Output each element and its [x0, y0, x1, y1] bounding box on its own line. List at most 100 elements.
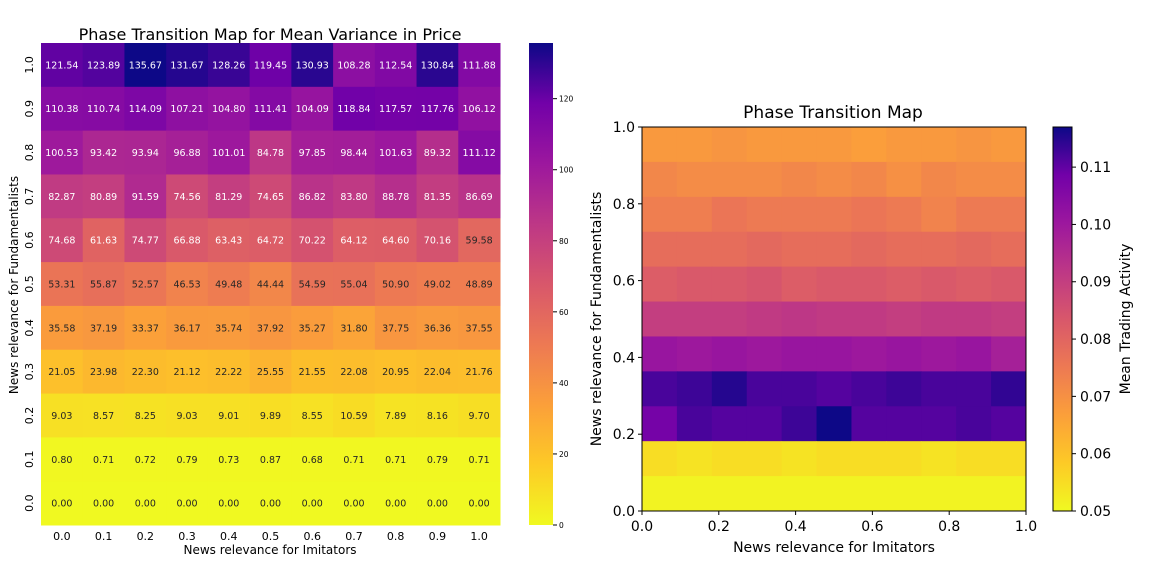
heatmap-cell — [642, 441, 678, 477]
heatmap-cell — [781, 406, 818, 442]
heatmap-cell — [207, 218, 251, 263]
heatmap-cell — [166, 393, 209, 438]
cell-value-label: 21.05 — [48, 367, 75, 378]
cell-value-label: 81.35 — [424, 192, 451, 203]
y-tick-label: 0.2 — [613, 427, 635, 443]
heatmap-cell — [886, 371, 922, 407]
heatmap-cell — [711, 231, 748, 268]
colorbar-tick-label: 0.10 — [1080, 217, 1111, 233]
heatmap-cell — [249, 481, 292, 526]
heatmap-cell — [921, 301, 957, 337]
heatmap-cell — [458, 130, 501, 175]
cell-value-label: 114.09 — [129, 104, 162, 115]
right-colorbar — [1052, 126, 1073, 512]
cell-value-label: 128.26 — [212, 60, 245, 71]
left-x-axis-label: News relevance for Imitators — [183, 543, 356, 557]
heatmap-cell — [207, 393, 251, 438]
heatmap-cell — [249, 43, 292, 88]
heatmap-cell — [991, 336, 1027, 372]
cell-value-label: 55.87 — [90, 280, 117, 291]
cell-value-label: 86.69 — [466, 192, 493, 203]
cell-value-label: 9.01 — [218, 411, 239, 422]
y-tick-label: 0.3 — [23, 363, 36, 381]
y-tick-label: 0.4 — [613, 350, 635, 366]
heatmap-cell — [956, 476, 992, 512]
right-y-ticks: 0.0 0.2 0.4 0.6 0.8 1.0 — [613, 120, 642, 520]
cell-value-label: 108.28 — [337, 60, 370, 71]
heatmap-cell — [291, 437, 334, 482]
cell-value-label: 21.55 — [299, 367, 326, 378]
heatmap-cell — [124, 437, 167, 482]
heatmap-cell — [886, 196, 922, 233]
heatmap-cell — [816, 441, 852, 477]
heatmap-cell — [676, 476, 713, 512]
left-chart-title: Phase Transition Map for Mean Variance i… — [79, 25, 462, 44]
x-tick-label: 0.6 — [303, 530, 321, 543]
cell-value-label: 84.78 — [257, 148, 284, 159]
heatmap-cell — [816, 196, 852, 233]
colorbar-tick-label: 0.06 — [1080, 447, 1111, 463]
heatmap-cell — [333, 481, 376, 526]
heatmap-cell — [642, 161, 678, 198]
heatmap-cell — [41, 305, 84, 351]
y-tick-label: 0.0 — [23, 494, 36, 512]
heatmap-cell — [746, 301, 783, 337]
cell-value-label: 0.79 — [427, 455, 448, 466]
cell-value-label: 111.41 — [254, 104, 287, 115]
heatmap-cell — [458, 262, 501, 307]
heatmap-cell — [291, 86, 334, 132]
heatmap-cell — [886, 406, 922, 442]
heatmap-cell — [333, 262, 376, 307]
heatmap-cell — [711, 301, 748, 337]
heatmap-cell — [886, 266, 922, 303]
heatmap-cell — [642, 196, 678, 233]
heatmap-cell — [124, 305, 167, 351]
cell-value-label: 123.89 — [87, 60, 120, 71]
heatmap-cell — [991, 231, 1027, 268]
heatmap-cell — [166, 349, 209, 395]
heatmap-cell — [781, 301, 818, 337]
heatmap-cell — [458, 481, 501, 526]
heatmap-cell — [82, 43, 125, 88]
heatmap-cell — [374, 349, 418, 395]
heatmap-cell — [676, 441, 713, 477]
cell-value-label: 111.12 — [463, 148, 496, 159]
heatmap-cell — [416, 437, 459, 482]
heatmap-cell — [711, 127, 748, 163]
heatmap-cell — [416, 393, 459, 438]
heatmap-cell — [676, 266, 713, 303]
heatmap-cell — [781, 161, 818, 198]
left-x-tick-labels: 0.0 0.1 0.2 0.3 0.4 0.5 0.6 0.7 0.8 0.9 1.0 — [53, 530, 488, 543]
heatmap-cell — [781, 476, 818, 512]
x-tick-label: 0.8 — [387, 530, 405, 543]
heatmap-cell — [82, 218, 125, 263]
heatmap-cell — [207, 86, 251, 132]
heatmap-cell — [642, 406, 678, 442]
heatmap-cell — [291, 130, 334, 175]
heatmap-cell — [333, 86, 376, 132]
heatmap-cell — [166, 437, 209, 482]
cell-value-label: 9.03 — [176, 411, 197, 422]
heatmap-cell — [711, 336, 748, 372]
heatmap-cell — [166, 262, 209, 307]
heatmap-cell — [851, 266, 887, 303]
heatmap-cell — [991, 196, 1027, 233]
heatmap-cell — [249, 130, 292, 175]
heatmap-cell — [41, 218, 84, 263]
heatmap-cell — [921, 127, 957, 163]
y-tick-label: 0.6 — [23, 231, 36, 249]
right-colorbar-ticks: 0.05 0.06 0.07 0.08 0.09 0.10 0.11 — [1072, 160, 1111, 520]
heatmap-cell — [41, 481, 84, 526]
heatmap-cell — [41, 86, 84, 132]
heatmap-cell — [711, 161, 748, 198]
colorbar-tick-label: 20 — [559, 450, 569, 459]
heatmap-cell — [746, 441, 783, 477]
heatmap-cell — [991, 441, 1027, 477]
heatmap-cell — [166, 43, 209, 88]
cell-value-label: 33.37 — [132, 323, 159, 334]
heatmap-cell — [124, 86, 167, 132]
heatmap-cell — [249, 393, 292, 438]
heatmap-cell — [333, 43, 376, 88]
heatmap-cell — [124, 174, 167, 219]
